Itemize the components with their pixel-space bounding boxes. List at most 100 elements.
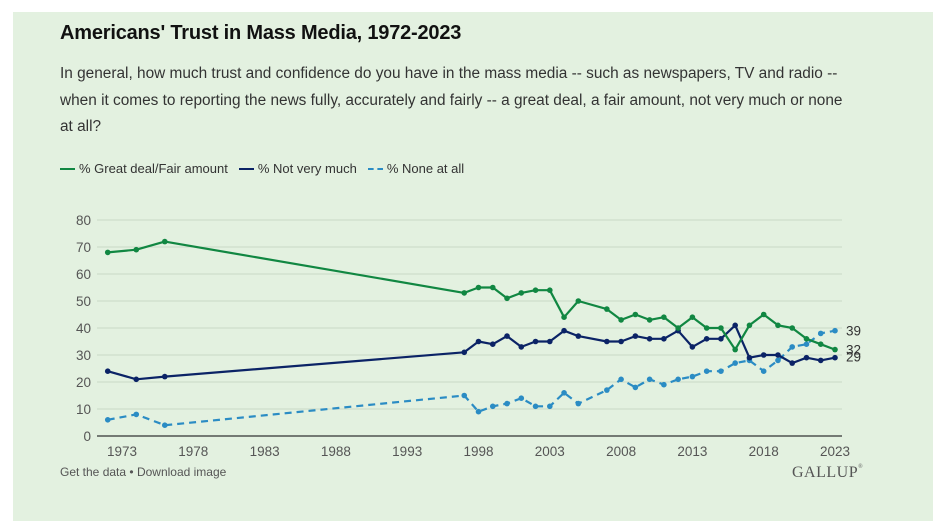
y-tick-label: 50 <box>76 294 91 309</box>
data-point[interactable] <box>489 403 496 410</box>
data-point[interactable] <box>817 357 824 364</box>
data-point[interactable] <box>561 390 567 396</box>
data-point[interactable] <box>832 354 838 361</box>
data-point[interactable] <box>532 287 539 294</box>
data-point[interactable] <box>718 325 724 331</box>
data-point[interactable] <box>504 295 510 302</box>
data-point[interactable] <box>746 354 753 361</box>
y-tick-label: 10 <box>76 402 91 417</box>
data-point[interactable] <box>803 336 810 342</box>
data-point[interactable] <box>161 422 168 429</box>
get-data-link[interactable]: Get the data <box>60 465 127 479</box>
data-point[interactable] <box>532 403 539 410</box>
data-point[interactable] <box>803 354 810 361</box>
data-point[interactable] <box>803 341 810 348</box>
data-point[interactable] <box>104 417 111 423</box>
data-point[interactable] <box>789 344 796 350</box>
data-point[interactable] <box>618 317 624 323</box>
data-point[interactable] <box>133 411 140 418</box>
data-point[interactable] <box>518 290 525 296</box>
data-point[interactable] <box>732 322 738 329</box>
series-none-at-all <box>104 327 838 429</box>
data-point[interactable] <box>632 333 639 339</box>
data-point[interactable] <box>618 338 624 345</box>
data-point[interactable] <box>661 336 667 342</box>
data-point[interactable] <box>604 338 610 345</box>
data-point[interactable] <box>760 352 767 358</box>
data-point[interactable] <box>532 338 539 345</box>
end-label-not-very-much: 29 <box>846 350 861 365</box>
data-point[interactable] <box>775 322 781 329</box>
end-label-none-at-all: 39 <box>846 324 861 339</box>
data-point[interactable] <box>775 352 781 358</box>
data-point[interactable] <box>689 373 696 380</box>
data-point[interactable] <box>632 311 639 318</box>
data-point[interactable] <box>475 338 482 345</box>
data-point[interactable] <box>789 325 796 331</box>
data-point[interactable] <box>489 341 496 348</box>
x-tick-label: 1973 <box>107 444 137 459</box>
data-point[interactable] <box>547 338 553 345</box>
data-point[interactable] <box>661 314 667 321</box>
data-point[interactable] <box>675 376 681 383</box>
data-point[interactable] <box>732 360 738 366</box>
data-point[interactable] <box>547 403 553 410</box>
data-point[interactable] <box>504 333 510 339</box>
data-point[interactable] <box>133 246 140 253</box>
legend-item-not-very-much[interactable]: % Not very much <box>238 161 357 176</box>
data-point[interactable] <box>475 408 482 415</box>
data-point[interactable] <box>689 314 696 321</box>
data-point[interactable] <box>632 384 639 391</box>
data-point[interactable] <box>746 322 753 329</box>
legend-item-great-fair[interactable]: % Great deal/Fair amount <box>60 161 228 176</box>
data-point[interactable] <box>104 368 111 375</box>
data-point[interactable] <box>832 346 838 353</box>
data-point[interactable] <box>575 333 582 339</box>
data-point[interactable] <box>789 360 796 366</box>
data-point[interactable] <box>732 346 738 353</box>
legend-item-none-at-all[interactable]: % None at all <box>367 161 464 176</box>
data-point[interactable] <box>646 336 653 342</box>
x-tick-label: 2023 <box>820 444 850 459</box>
data-point[interactable] <box>646 376 653 383</box>
data-point[interactable] <box>703 368 710 375</box>
data-point[interactable] <box>504 400 510 407</box>
data-point[interactable] <box>760 368 767 375</box>
data-point[interactable] <box>703 325 710 331</box>
download-image-link[interactable]: Download image <box>136 465 227 479</box>
data-point[interactable] <box>703 336 710 342</box>
data-point[interactable] <box>832 327 838 334</box>
data-point[interactable] <box>718 368 724 375</box>
data-point[interactable] <box>161 373 168 380</box>
data-point[interactable] <box>475 284 482 291</box>
data-point[interactable] <box>618 376 624 383</box>
data-point[interactable] <box>775 357 781 364</box>
data-point[interactable] <box>817 341 824 348</box>
data-point[interactable] <box>661 381 667 388</box>
data-point[interactable] <box>161 238 168 245</box>
x-tick-label: 1993 <box>392 444 422 459</box>
data-point[interactable] <box>604 387 610 393</box>
data-point[interactable] <box>461 349 468 356</box>
data-point[interactable] <box>518 395 525 402</box>
x-axis-ticks: 1973 1978 1983 1988 1993 1998 2003 2008 2013 2018… <box>107 444 850 459</box>
data-point[interactable] <box>718 336 724 342</box>
data-point[interactable] <box>689 344 696 350</box>
data-point[interactable] <box>675 325 681 331</box>
data-point[interactable] <box>817 330 824 337</box>
footer-separator: • <box>129 465 134 479</box>
data-point[interactable] <box>133 376 140 383</box>
data-point[interactable] <box>760 311 767 318</box>
data-point[interactable] <box>518 344 525 350</box>
data-point[interactable] <box>561 314 567 321</box>
data-point[interactable] <box>575 298 582 304</box>
data-point[interactable] <box>604 306 610 312</box>
data-point[interactable] <box>561 327 567 334</box>
data-point[interactable] <box>104 249 111 256</box>
data-point[interactable] <box>489 284 496 291</box>
data-point[interactable] <box>575 400 582 407</box>
data-point[interactable] <box>646 317 653 323</box>
data-point[interactable] <box>461 392 468 399</box>
data-point[interactable] <box>547 287 553 294</box>
data-point[interactable] <box>461 290 468 296</box>
